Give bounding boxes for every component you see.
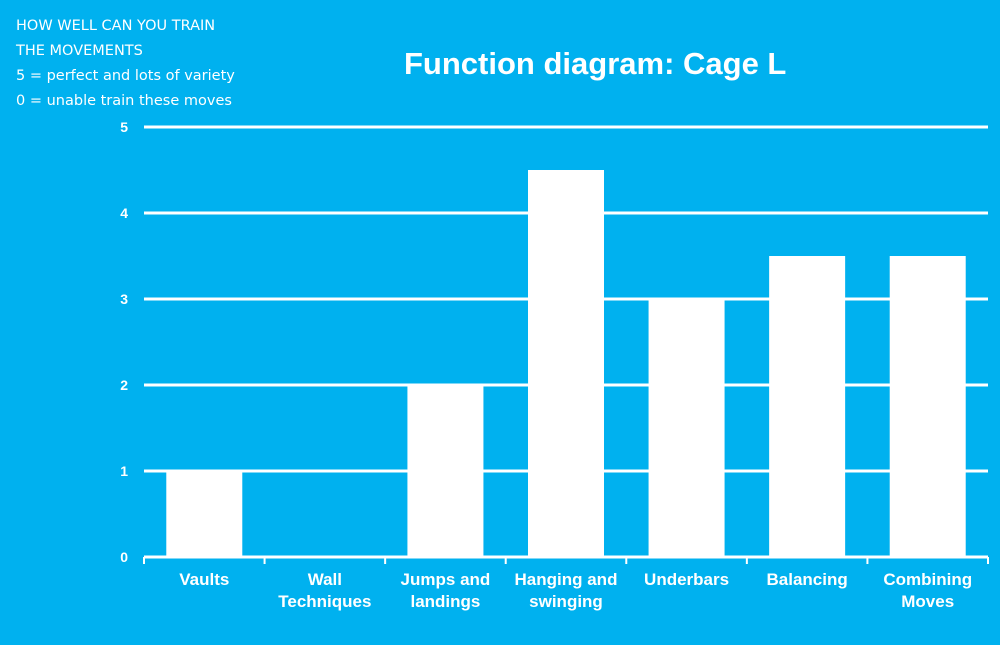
x-category-label: Jumps and landings [401,570,491,611]
x-category-label-line: Hanging and [515,570,618,589]
x-category-label: Underbars [644,570,729,589]
x-category-label-line: swinging [529,592,603,611]
y-tick-label: 1 [120,463,128,479]
x-category-label-line: Techniques [278,592,371,611]
bar [166,471,243,557]
rating-note-line: HOW WELL CAN YOU TRAIN [16,18,216,34]
chart-title: Function diagram: Cage L [404,46,787,81]
rating-note-line: THE MOVEMENTS [16,43,143,59]
x-category-label: Vaults [179,570,229,589]
y-tick-label: 5 [120,119,128,135]
x-category-label: Combining Moves [883,570,972,611]
x-category-label-line: Combining [883,570,972,589]
bar [407,385,484,557]
x-category-label-line: Balancing [767,570,848,589]
x-category-label-line: Moves [901,592,954,611]
x-category-label: Balancing [767,570,848,589]
x-category-label-line: Wall [308,570,342,589]
y-tick-label: 4 [120,205,128,221]
x-category-label: Hanging and swinging [515,570,618,611]
bar [769,256,846,557]
y-tick-label: 3 [120,291,128,307]
bar [648,299,725,557]
rating-note-line: 5 = perfect and lots of variety [16,68,235,84]
x-category-label-line: landings [410,592,480,611]
bar [528,170,604,557]
bar [889,256,966,557]
x-category-label-line: Vaults [179,570,229,589]
x-category-label-line: Underbars [644,570,729,589]
x-category-label-line: Jumps and [401,570,491,589]
rating-note: HOW WELL CAN YOU TRAIN THE MOVEMENTS 5 =… [16,14,235,114]
rating-note-line: 0 = unable train these moves [16,93,232,109]
y-tick-label: 0 [120,549,128,565]
x-category-label: Wall Techniques [278,570,371,611]
y-tick-label: 2 [120,377,128,393]
